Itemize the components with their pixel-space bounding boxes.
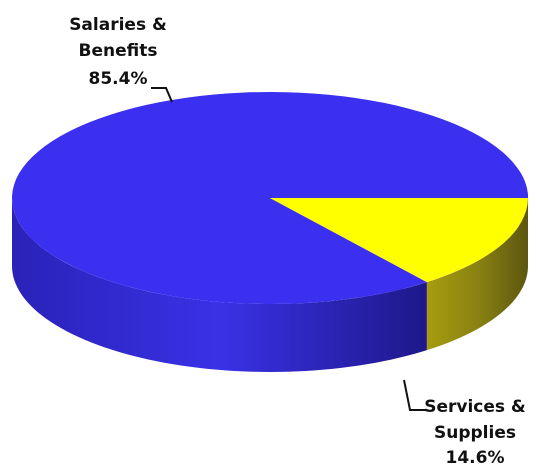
label-salaries-line1: Salaries & <box>69 15 167 35</box>
svg-text:85.4%: 85.4% <box>89 69 148 89</box>
slice-services <box>270 198 528 283</box>
pie-top-faces <box>12 91 529 304</box>
leader-line-services <box>403 379 426 411</box>
svg-text:14.6%: 14.6% <box>446 448 505 466</box>
svg-text:Benefits: Benefits <box>79 41 158 61</box>
label-services-value: 14.6% <box>446 448 505 466</box>
svg-text:Supplies: Supplies <box>434 423 516 443</box>
wall-salaries <box>12 198 427 372</box>
label-salaries-value: 85.4% <box>89 69 148 89</box>
slice-label-salaries: Salaries & Benefits 85.4% <box>69 15 173 103</box>
wall-services <box>426 198 528 351</box>
label-salaries-line2: Benefits <box>79 41 158 61</box>
leader-line-salaries <box>151 87 173 103</box>
label-services-line2: Supplies <box>434 423 516 443</box>
slice-label-services: Services & Supplies 14.6% <box>403 379 526 466</box>
svg-text:Salaries &: Salaries & <box>69 15 167 35</box>
svg-text:Services &: Services & <box>424 397 526 417</box>
label-services-line1: Services & <box>424 397 526 417</box>
